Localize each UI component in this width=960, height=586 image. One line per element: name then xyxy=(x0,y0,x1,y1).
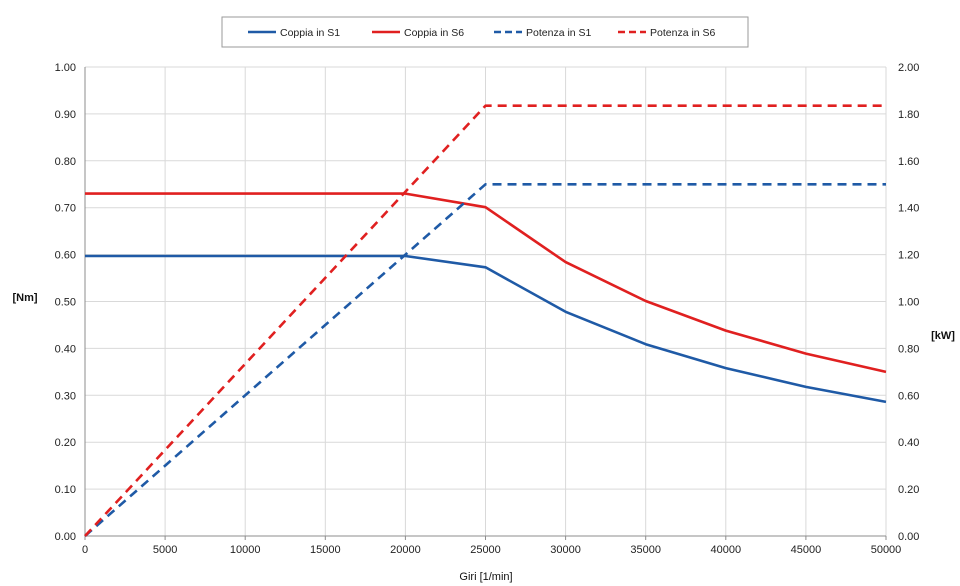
x-axis-title: Giri [1/min] xyxy=(459,571,512,583)
legend-label: Coppia in S6 xyxy=(404,27,464,39)
legend-label: Potenza in S6 xyxy=(650,27,716,39)
y-tick-label: 0.30 xyxy=(55,390,76,402)
x-tick-label: 10000 xyxy=(230,544,261,556)
legend-label: Coppia in S1 xyxy=(280,27,340,39)
y2-tick-label: 0.20 xyxy=(898,484,919,496)
y-tick-label: 0.60 xyxy=(55,250,76,262)
y-tick-label: 0.80 xyxy=(55,156,76,168)
series-line-coppia-in-s6 xyxy=(85,192,887,374)
series-line-potenza-in-s6 xyxy=(84,104,886,537)
y2-tick-label: 1.00 xyxy=(898,297,919,309)
y2-tick-label: 0.00 xyxy=(898,531,919,543)
y-tick-label: 1.00 xyxy=(55,62,76,74)
series-line-potenza-in-s1 xyxy=(84,183,886,537)
y-tick-label: 0.40 xyxy=(55,343,76,355)
legend-item: Coppia in S6 xyxy=(372,27,464,39)
y-tick-label: 0.10 xyxy=(55,484,76,496)
x-tick-label: 30000 xyxy=(550,544,581,556)
axes xyxy=(84,67,887,540)
legend-label: Potenza in S1 xyxy=(526,27,592,39)
y-axis-title-left: [Nm] xyxy=(12,292,37,304)
y-tick-label: 0.20 xyxy=(55,437,76,449)
y-axis-title-right: [kW] xyxy=(931,330,955,342)
series-lines xyxy=(84,104,887,537)
x-tick-label: 0 xyxy=(82,544,88,556)
y2-tick-label: 1.20 xyxy=(898,250,919,262)
y2-tick-label: 2.00 xyxy=(898,62,919,74)
legend-item: Potenza in S1 xyxy=(494,27,592,39)
x-tick-label: 35000 xyxy=(630,544,661,556)
y-tick-label: 0.00 xyxy=(55,531,76,543)
x-tick-label: 15000 xyxy=(310,544,341,556)
legend: Coppia in S1 Coppia in S6 Potenza in S1 Pot… xyxy=(221,16,749,48)
y2-tick-label: 0.80 xyxy=(898,343,919,355)
y2-tick-label: 1.80 xyxy=(898,109,919,121)
series-line-coppia-in-s1 xyxy=(85,254,887,404)
x-tick-label: 20000 xyxy=(390,544,421,556)
x-tick-label: 5000 xyxy=(153,544,177,556)
x-tick-label: 50000 xyxy=(871,544,902,556)
tick-labels: 0.00 0.00 0.10 0.20 0.20 0.40 0.30 0.60 0.40 0.80… xyxy=(55,62,920,556)
y2-tick-label: 1.60 xyxy=(898,156,919,168)
x-tick-label: 45000 xyxy=(791,544,822,556)
y-tick-label: 0.70 xyxy=(55,203,76,215)
legend-item: Coppia in S1 xyxy=(248,27,340,39)
y2-tick-label: 0.60 xyxy=(898,390,919,402)
x-tick-label: 25000 xyxy=(470,544,501,556)
y2-tick-label: 0.40 xyxy=(898,437,919,449)
y2-tick-label: 1.40 xyxy=(898,203,919,215)
y-tick-label: 0.50 xyxy=(55,297,76,309)
y-tick-label: 0.90 xyxy=(55,109,76,121)
legend-box xyxy=(221,16,749,48)
legend-item: Potenza in S6 xyxy=(618,27,716,39)
x-tick-label: 40000 xyxy=(711,544,742,556)
grid xyxy=(85,66,887,536)
